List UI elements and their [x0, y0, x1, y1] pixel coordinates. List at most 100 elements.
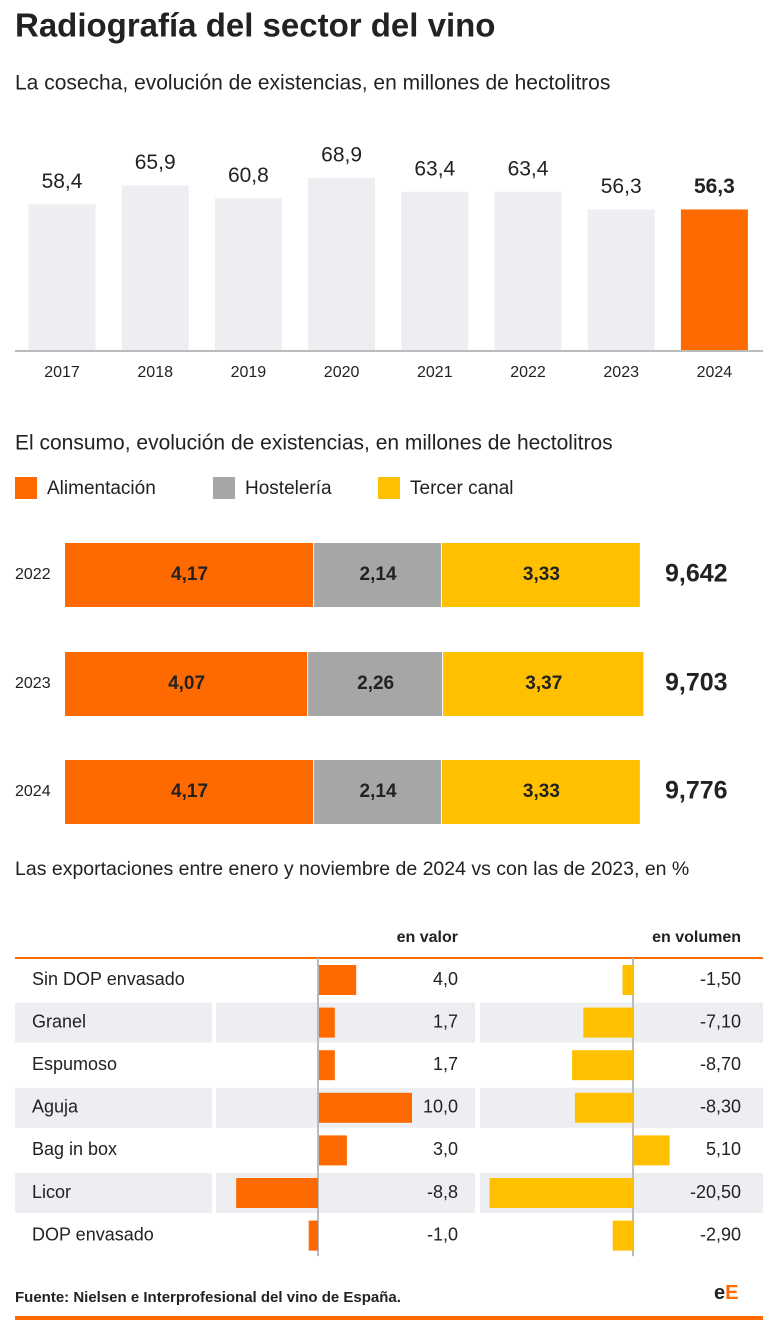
value-label: -20,50 [690, 1182, 741, 1202]
row-band [15, 1087, 212, 1128]
x-tick-label: 2020 [324, 364, 360, 381]
legend-label: Alimentación [47, 478, 156, 499]
bar [308, 178, 376, 350]
value-label: 68,9 [321, 144, 362, 167]
row-band [15, 1173, 212, 1213]
bar [634, 1135, 670, 1166]
bar [236, 1178, 318, 1208]
segment-label: 2,26 [357, 673, 394, 694]
value-label: -1,0 [427, 1224, 458, 1244]
legend-swatch [378, 477, 400, 499]
column-header: en valor [397, 929, 458, 946]
value-label: 3,0 [433, 1139, 458, 1159]
bar-segment [65, 543, 314, 607]
bar [401, 191, 469, 350]
bar [319, 1050, 335, 1081]
legend-swatch [15, 477, 37, 499]
bar [28, 204, 96, 350]
segment-label: 3,33 [523, 564, 560, 585]
value-label: 58,4 [42, 170, 83, 193]
row-band [15, 1002, 212, 1043]
value-label: -8,70 [700, 1054, 741, 1074]
bar [319, 1007, 335, 1038]
x-tick-label: 2018 [137, 364, 173, 381]
bar [612, 1220, 633, 1251]
row-label: Bag in box [32, 1139, 117, 1159]
value-label: 4,0 [433, 969, 458, 989]
value-label: 5,10 [706, 1139, 741, 1159]
segment-label: 4,17 [171, 564, 208, 585]
bar [489, 1178, 633, 1208]
value-label: -8,30 [700, 1097, 741, 1117]
segment-label: 3,33 [523, 781, 560, 802]
bar [319, 1135, 347, 1166]
segment-label: 2,14 [360, 564, 397, 585]
bar [583, 1007, 633, 1038]
legend-label: Hostelería [245, 478, 332, 499]
bar-segment [314, 543, 441, 607]
value-label: 56,3 [694, 175, 735, 198]
row-label: Aguja [32, 1097, 79, 1117]
bar [680, 209, 748, 350]
x-tick-label: 2023 [603, 364, 639, 381]
y-tick-label: 2022 [15, 566, 51, 583]
row-label: Licor [32, 1182, 71, 1202]
bar-segment [443, 652, 644, 716]
title: Radiografía del sector del vino [15, 7, 495, 44]
y-tick-label: 2024 [15, 783, 51, 800]
logo: eE [714, 1282, 738, 1304]
value-label: 10,0 [423, 1097, 458, 1117]
total-label: 9,703 [665, 669, 728, 697]
value-label: 60,8 [228, 164, 269, 187]
bar [622, 965, 633, 995]
row-label: Espumoso [32, 1054, 117, 1074]
bar-segment [65, 652, 308, 716]
logo-part: E [725, 1282, 738, 1304]
value-label: 1,7 [433, 1054, 458, 1074]
x-tick-label: 2022 [510, 364, 546, 381]
value-label: -1,50 [700, 969, 741, 989]
value-label: 63,4 [414, 157, 455, 180]
bar [319, 965, 357, 995]
row-label: DOP envasado [32, 1224, 154, 1244]
x-tick-label: 2021 [417, 364, 453, 381]
value-label: -2,90 [700, 1224, 741, 1244]
y-tick-label: 2023 [15, 675, 51, 692]
segment-label: 4,07 [168, 673, 205, 694]
bar [572, 1050, 633, 1081]
bar-segment [308, 652, 443, 716]
value-label: 1,7 [433, 1011, 458, 1031]
bar [494, 191, 562, 350]
bar-segment [441, 543, 640, 607]
bar [121, 185, 189, 350]
bar [319, 1092, 412, 1123]
source: Fuente: Nielsen e Interprofesional del v… [15, 1289, 401, 1306]
logo-part: e [714, 1282, 725, 1304]
row-band [216, 1002, 475, 1043]
legend-label: Tercer canal [410, 478, 514, 499]
row-label: Granel [32, 1011, 86, 1031]
bar [308, 1220, 318, 1251]
bar [574, 1092, 633, 1123]
segment-label: 3,37 [525, 673, 562, 694]
value-label: 65,9 [135, 151, 176, 174]
value-label: 63,4 [508, 157, 549, 180]
x-tick-label: 2019 [231, 364, 267, 381]
total-label: 9,776 [665, 777, 728, 805]
bar-segment [441, 760, 640, 824]
x-tick-label: 2024 [697, 364, 733, 381]
legend-swatch [213, 477, 235, 499]
subtitle: La cosecha, evolución de existencias, en… [15, 72, 610, 95]
segment-label: 2,14 [360, 781, 397, 802]
subtitle: Las exportaciones entre enero y noviembr… [15, 858, 689, 880]
value-label: -7,10 [700, 1011, 741, 1031]
row-label: Sin DOP envasado [32, 969, 185, 989]
subtitle: El consumo, evolución de existencias, en… [15, 432, 613, 455]
bar-segment [314, 760, 441, 824]
segment-label: 4,17 [171, 781, 208, 802]
bar-segment [65, 760, 314, 824]
x-tick-label: 2017 [44, 364, 80, 381]
column-header: en volumen [652, 929, 741, 946]
total-label: 9,642 [665, 560, 728, 588]
